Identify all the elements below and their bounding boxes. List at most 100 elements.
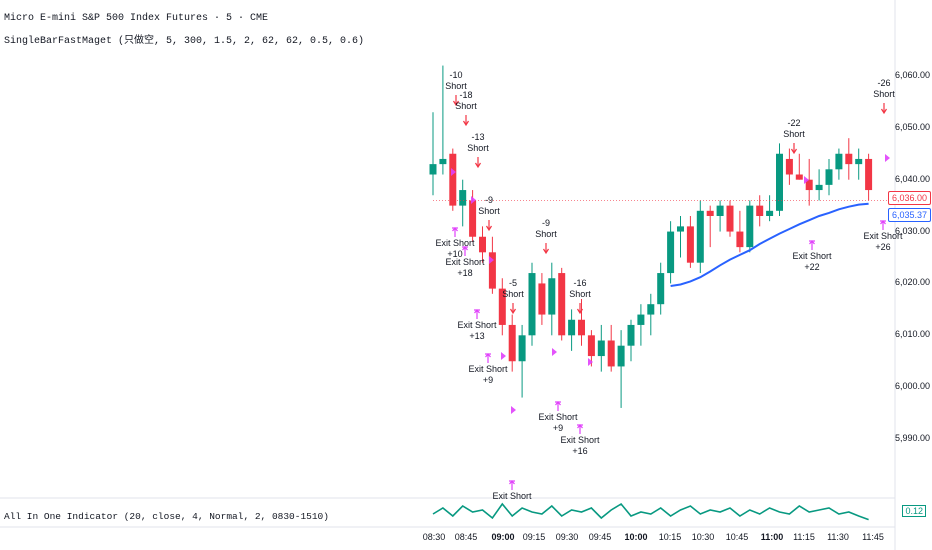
short-arrow-icon <box>452 95 460 107</box>
short-arrow-icon <box>790 143 798 155</box>
candle-body <box>568 319 576 336</box>
time-tick-label: 08:30 <box>422 532 446 542</box>
short-arrow-icon <box>576 303 584 315</box>
exit-signal-value: +9 <box>483 375 493 385</box>
candle-body <box>459 190 467 206</box>
exit-signal-label: Exit Short <box>492 491 532 501</box>
time-tick-label: 10:00 <box>624 532 648 542</box>
time-tick-label: 08:45 <box>454 532 478 542</box>
candle-body <box>805 179 813 191</box>
candle-body <box>469 200 477 237</box>
price-tick-label: 6,010.00 <box>894 329 930 340</box>
bottom-indicator-value: 0.12 <box>902 505 926 517</box>
short-signal-value: -18 <box>459 90 472 100</box>
candle-body <box>696 210 704 263</box>
time-tick-label: 11:30 <box>827 532 849 542</box>
trade-marker-icon <box>885 154 890 162</box>
price-tick-label: 6,050.00 <box>894 121 930 132</box>
candle-body <box>677 226 684 232</box>
price-tick-label: 6,020.00 <box>894 277 930 288</box>
last-price-tag: 6,036.00 <box>887 191 931 205</box>
symbol-title[interactable]: Micro E-mini S&P 500 Index Futures · 5 ·… <box>4 13 269 24</box>
candle-body <box>558 273 566 336</box>
short-signal-label: Short <box>445 81 467 91</box>
short-signal-label: Short <box>873 89 895 99</box>
time-tick-label: 10:30 <box>691 532 715 542</box>
short-arrow-icon <box>880 103 888 115</box>
candle-body <box>627 324 635 346</box>
short-signal-value: -9 <box>485 195 493 205</box>
candle-body <box>488 252 496 289</box>
candle-body <box>716 205 724 216</box>
oscillator-line <box>432 502 869 521</box>
candle-body <box>835 153 843 170</box>
exit-arrow-icon <box>577 424 583 434</box>
price-axis[interactable]: 6,060.00 6,050.00 6,040.00 6,030.00 6,020.00… <box>892 0 932 500</box>
exit-arrow-icon <box>509 480 515 490</box>
candle-body <box>498 288 506 325</box>
exit-signal-label: Exit Short <box>445 257 485 267</box>
short-arrow-icon <box>485 220 493 232</box>
candle-body <box>686 226 694 263</box>
price-tick-label: 6,040.00 <box>894 173 930 184</box>
candle-body <box>766 210 774 216</box>
time-tick-label: 09:30 <box>555 532 579 542</box>
candle-body <box>776 153 783 211</box>
exit-signal-value: +9 <box>553 423 563 433</box>
exit-signal-value: +13 <box>469 331 484 341</box>
candle-body <box>528 273 536 336</box>
candle-body <box>667 231 675 274</box>
indicator-title[interactable]: SingleBarFastMaget (只做空, 5, 300, 1.5, 2,… <box>4 36 365 47</box>
short-arrow-icon <box>542 243 550 255</box>
bottom-indicator-title[interactable]: All In One Indicator (20, close, 4, Norm… <box>4 511 329 522</box>
candle-body <box>617 345 625 367</box>
candle-body <box>706 210 714 216</box>
candle-body <box>479 236 486 253</box>
exit-arrow-icon <box>485 353 491 363</box>
candle-body <box>429 164 437 175</box>
exit-signal-label: Exit Short <box>468 364 508 374</box>
candle-body <box>637 314 645 325</box>
trade-marker-icon <box>588 358 593 366</box>
time-tick-label: 11:45 <box>862 532 884 542</box>
trade-marker-icon <box>451 168 456 176</box>
short-signal-value: -9 <box>542 218 550 228</box>
short-arrow-icon <box>474 157 482 169</box>
short-signal-value: -16 <box>573 278 586 288</box>
time-tick-label: 09:45 <box>588 532 612 542</box>
candle-body <box>865 158 873 191</box>
candle-body <box>449 153 457 206</box>
candle-body <box>825 169 833 185</box>
candle-body <box>756 205 764 216</box>
exit-arrow-icon <box>880 220 886 230</box>
exit-arrow-icon <box>452 227 458 237</box>
exit-signal-label: Exit Short <box>457 320 497 330</box>
short-signal-value: -26 <box>877 78 890 88</box>
trade-marker-icon <box>552 348 557 356</box>
candle-body <box>647 304 655 315</box>
candle-body <box>795 174 803 180</box>
short-signal-label: Short <box>467 143 489 153</box>
candle-body <box>726 205 734 232</box>
candle-body <box>518 335 526 362</box>
price-tick-label: 6,030.00 <box>894 225 930 236</box>
candle-body <box>439 158 447 165</box>
candle-body <box>855 158 863 165</box>
exit-signal-label: Exit Short <box>560 435 600 445</box>
short-signal-label: Short <box>535 229 557 239</box>
short-signal-value: -22 <box>787 118 800 128</box>
exit-signal-label: Exit Short <box>792 251 832 261</box>
candle-body <box>657 273 665 305</box>
candle-body <box>607 340 615 367</box>
short-signal-label: Short <box>502 289 524 299</box>
exit-arrow-icon <box>809 240 815 250</box>
short-arrow-icon <box>509 303 517 315</box>
candle-body <box>785 158 793 175</box>
time-tick-label: 09:15 <box>522 532 546 542</box>
trade-marker-icon <box>501 352 506 360</box>
short-signal-label: Short <box>783 129 805 139</box>
time-tick-label: 11:00 <box>760 532 784 542</box>
time-tick-label: 10:45 <box>725 532 749 542</box>
candle-body <box>538 283 546 315</box>
